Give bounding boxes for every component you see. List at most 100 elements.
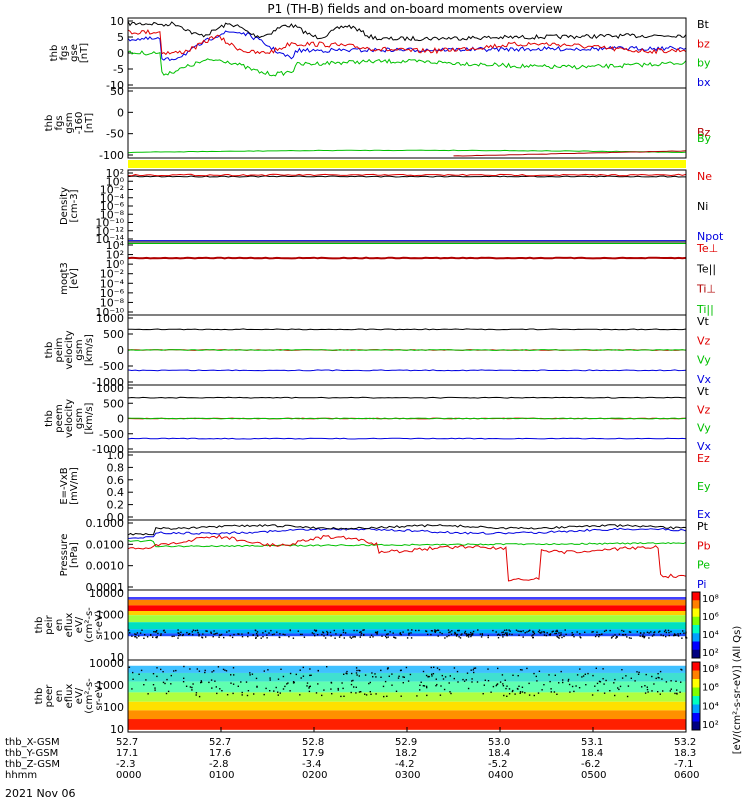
- heatmap-speckle: [532, 636, 534, 639]
- heatmap-speckle: [186, 631, 188, 634]
- heatmap-speckle: [602, 678, 604, 680]
- heatmap-speckle: [145, 679, 147, 681]
- heatmap-speckle: [436, 683, 438, 686]
- heatmap-speckle: [677, 633, 679, 635]
- heatmap-speckle: [182, 633, 184, 636]
- heatmap-speckle: [537, 631, 540, 633]
- heatmap-speckle: [433, 666, 435, 668]
- heatmap-speckle: [430, 633, 432, 636]
- heatmap-speckle: [410, 637, 413, 639]
- panel-7: E=-VxB [mV/m] 1.00.80.60.40.20.0 Ez Ey Ex: [59, 449, 711, 524]
- heatmap-speckle: [388, 675, 390, 677]
- heatmap-speckle: [160, 668, 162, 671]
- heatmap-speckle: [653, 683, 655, 685]
- heatmap-speckle: [434, 631, 436, 633]
- legend-entry: Te⊥: [696, 242, 718, 255]
- heatmap-speckle: [425, 630, 428, 633]
- heatmap-speckle: [540, 632, 542, 634]
- panel-6: thb peem velocity gsm [km/s]1000 500 0 -500 -100…: [44, 382, 712, 456]
- heatmap-speckle: [330, 635, 332, 637]
- heatmap-speckle: [177, 637, 179, 639]
- xaxis-tick-label: 0300: [395, 770, 420, 781]
- heatmap-speckle: [418, 629, 420, 632]
- heatmap-speckle: [288, 636, 290, 638]
- heatmap-speckle: [353, 636, 355, 638]
- heatmap-speckle: [178, 632, 180, 634]
- panel-content: [127, 524, 687, 582]
- heatmap-speckle: [363, 629, 365, 631]
- heatmap-speckle: [682, 630, 684, 632]
- heatmap-speckle: [369, 691, 371, 693]
- heatmap-speckle: [376, 632, 378, 634]
- heatmap-speckle: [218, 634, 221, 636]
- heatmap-speckle: [573, 690, 575, 693]
- heatmap-speckle: [653, 634, 655, 636]
- panel-ylabel-line: thb: [49, 45, 60, 62]
- heatmap-speckle: [284, 634, 286, 636]
- heatmap-speckle: [573, 636, 575, 638]
- heatmap-speckle: [582, 675, 585, 677]
- series-3: [127, 437, 687, 440]
- heatmap-speckle: [560, 670, 562, 673]
- xaxis-tick-label: 18.4: [581, 748, 603, 759]
- heatmap-speckle: [192, 683, 194, 685]
- heatmap-speckle: [331, 693, 333, 695]
- heatmap-speckle: [505, 629, 508, 631]
- heatmap-speckle: [659, 693, 661, 695]
- heatmap-speckle: [375, 676, 377, 678]
- series-pi: [127, 527, 687, 539]
- colorbar-segment: [692, 600, 700, 609]
- heatmap-speckle: [655, 677, 657, 680]
- heatmap-speckle: [476, 681, 479, 683]
- heatmap-speckle: [214, 680, 216, 682]
- heatmap-speckle: [191, 686, 193, 689]
- heatmap-speckle: [598, 680, 601, 683]
- heatmap-speckle: [273, 690, 275, 692]
- heatmap-speckle: [627, 685, 630, 687]
- panel-content: [128, 662, 686, 730]
- heatmap-speckle: [129, 632, 131, 634]
- heatmap-speckle: [674, 692, 676, 695]
- heatmap-speckle: [612, 635, 614, 637]
- panel-ytick-label: 100: [103, 630, 124, 643]
- panel-ytick-label: 10⁻⁶: [100, 200, 125, 213]
- heatmap-speckle: [416, 695, 418, 697]
- heatmap-speckle: [660, 634, 662, 636]
- series-0: [127, 396, 686, 399]
- colorbar-tick: 10⁶: [702, 612, 719, 623]
- heatmap-speckle: [458, 636, 460, 638]
- heatmap-speckle: [299, 694, 301, 696]
- heatmap-speckle: [327, 632, 329, 634]
- heatmap-speckle: [322, 632, 325, 634]
- heatmap-speckle: [505, 687, 507, 690]
- heatmap-speckle: [628, 637, 631, 639]
- panel-content: [127, 21, 687, 77]
- heatmap-speckle: [623, 630, 625, 632]
- heatmap-speckle: [163, 629, 165, 631]
- heatmap-speckle: [162, 671, 164, 673]
- heatmap-band: [128, 611, 686, 616]
- heatmap-speckle: [135, 633, 137, 636]
- panel-ytick-label: 1000: [96, 312, 124, 325]
- panel-frame: [127, 17, 687, 89]
- heatmap-speckle: [195, 694, 197, 696]
- heatmap-speckle: [229, 635, 231, 637]
- heatmap-speckle: [342, 687, 344, 690]
- heatmap-speckle: [355, 686, 357, 688]
- heatmap-speckle: [164, 631, 166, 633]
- heatmap-speckle: [600, 633, 603, 635]
- legend-entry: Vy: [697, 422, 711, 435]
- xaxis-tick-label: 17.6: [209, 748, 231, 759]
- heatmap-speckle: [226, 631, 228, 633]
- heatmap-speckle: [557, 636, 559, 638]
- heatmap-speckle: [306, 682, 309, 684]
- heatmap-speckle: [651, 675, 653, 678]
- panel-ytick-label: 0: [117, 106, 124, 119]
- heatmap-speckle: [198, 695, 201, 698]
- heatmap-speckle: [651, 635, 654, 637]
- heatmap-speckle: [558, 632, 560, 634]
- series-bt: [127, 21, 687, 42]
- heatmap-speckle: [173, 670, 175, 672]
- panel-ylabel-line: gse: [69, 44, 80, 62]
- heatmap-speckle: [502, 683, 504, 685]
